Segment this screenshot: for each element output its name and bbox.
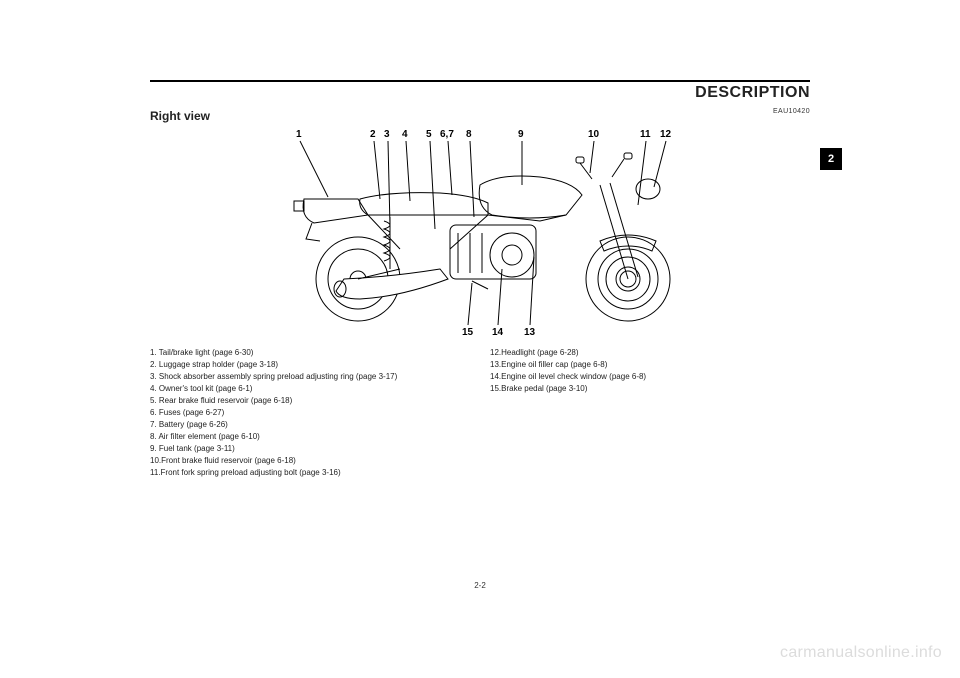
motorcycle-diagram: 123456,789101112151413 — [240, 129, 720, 339]
callout-number: 5 — [426, 129, 432, 140]
legend-item: 10.Front brake fluid reservoir (page 6-1… — [150, 455, 470, 467]
diagram-svg — [240, 129, 720, 339]
legend-item: 12.Headlight (page 6-28) — [490, 347, 810, 359]
callout-number: 1 — [296, 129, 302, 140]
legend-col-right: 12.Headlight (page 6-28)13.Engine oil fi… — [490, 347, 810, 479]
legend-item: 7. Battery (page 6-26) — [150, 419, 470, 431]
callout-number: 2 — [370, 129, 376, 140]
callout-number: 12 — [660, 129, 671, 140]
legend-item: 1. Tail/brake light (page 6-30) — [150, 347, 470, 359]
callout-number: 8 — [466, 129, 472, 140]
callout-number: 3 — [384, 129, 390, 140]
legend-item: 15.Brake pedal (page 3-10) — [490, 383, 810, 395]
chapter-tab: 2 — [820, 148, 842, 170]
legend-item: 9. Fuel tank (page 3-11) — [150, 443, 470, 455]
callout-number: 13 — [524, 327, 535, 338]
page-subtitle: Right view — [150, 109, 810, 123]
legend-col-left: 1. Tail/brake light (page 6-30)2. Luggag… — [150, 347, 470, 479]
legend-item: 4. Owner's tool kit (page 6-1) — [150, 383, 470, 395]
callout-number: 15 — [462, 327, 473, 338]
header-rule — [150, 80, 810, 82]
section-title: DESCRIPTION — [695, 84, 810, 102]
watermark: carmanualsonline.info — [780, 644, 942, 662]
legend-item: 14.Engine oil level check window (page 6… — [490, 371, 810, 383]
callout-number: 6,7 — [440, 129, 454, 140]
callout-number: 4 — [402, 129, 408, 140]
header-row: DESCRIPTION — [150, 84, 810, 102]
legend-item: 5. Rear brake fluid reservoir (page 6-18… — [150, 395, 470, 407]
callout-number: 11 — [640, 129, 651, 140]
legend-item: 11.Front fork spring preload adjusting b… — [150, 467, 470, 479]
manual-page: DESCRIPTION EAU10420 Right view 2 — [150, 80, 810, 590]
page-number: 2-2 — [150, 581, 810, 590]
legend-item: 13.Engine oil filler cap (page 6-8) — [490, 359, 810, 371]
doc-code: EAU10420 — [773, 108, 810, 115]
callout-number: 9 — [518, 129, 524, 140]
legend: 1. Tail/brake light (page 6-30)2. Luggag… — [150, 347, 810, 479]
legend-item: 3. Shock absorber assembly spring preloa… — [150, 371, 470, 383]
legend-item: 6. Fuses (page 6-27) — [150, 407, 470, 419]
callout-number: 14 — [492, 327, 503, 338]
legend-item: 8. Air filter element (page 6-10) — [150, 431, 470, 443]
legend-item: 2. Luggage strap holder (page 3-18) — [150, 359, 470, 371]
callout-number: 10 — [588, 129, 599, 140]
